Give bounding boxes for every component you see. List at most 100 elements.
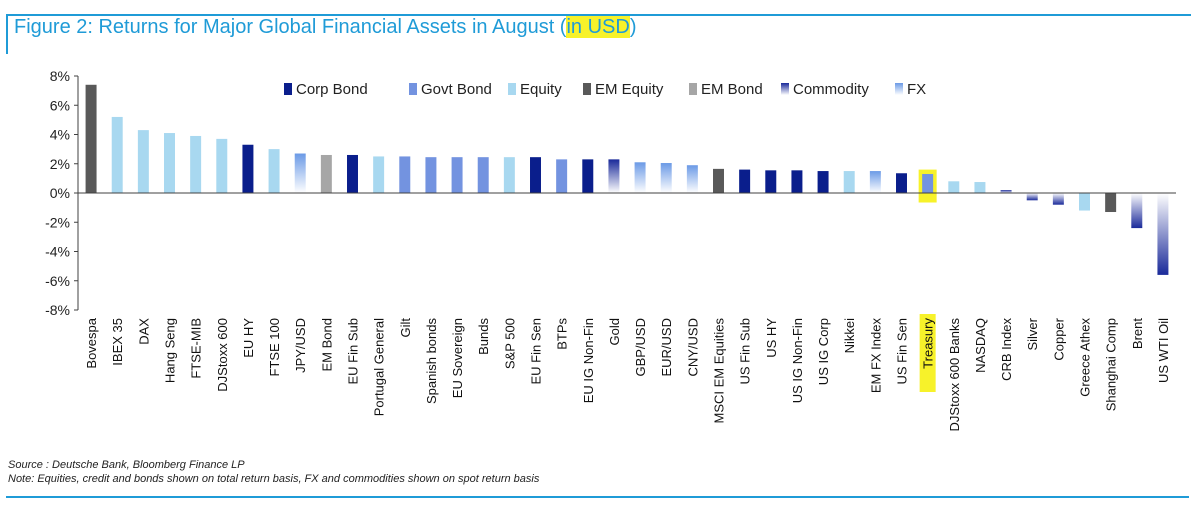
x-tick-label: EM Bond: [319, 318, 334, 371]
y-tick-label: 8%: [50, 68, 70, 84]
legend-swatch: [284, 83, 292, 95]
chart-area: 8% 6% 4% 2% 0% -2% -4% -6% -8% Bovespa IBEX 35 DAX H…: [6, 62, 1189, 461]
bar: [137, 130, 149, 193]
figure-frame: Figure 2: Returns for Major Global Finan…: [6, 6, 1191, 500]
bar: [608, 159, 620, 193]
legend-swatch: [508, 83, 516, 95]
x-tick-label: US IG Non-Fin: [790, 318, 805, 403]
y-tick-label: 2%: [50, 156, 70, 172]
bar: [1131, 193, 1143, 229]
bar: [373, 156, 385, 193]
x-tick-label: DAX: [136, 318, 151, 345]
bar: [582, 159, 594, 193]
bar: [268, 149, 280, 193]
bar: [713, 168, 724, 193]
legend-swatch: [781, 83, 789, 95]
bar: [556, 159, 568, 193]
y-tick-label: -8%: [45, 302, 70, 318]
x-tick-label: Brent: [1130, 318, 1145, 349]
title-bar: [6, 14, 1191, 54]
x-tick-label: EU Fin Sen: [529, 318, 544, 384]
x-tick-label: S&P 500: [502, 318, 517, 369]
x-tick-label: EU IG Non-Fin: [581, 318, 596, 403]
bar: [1026, 193, 1038, 201]
legend-label: EM Equity: [595, 81, 664, 98]
y-tick-label: -2%: [45, 214, 70, 230]
legend-swatch: [895, 83, 903, 95]
bar: [294, 153, 306, 193]
bar: [843, 171, 855, 193]
bar: [896, 173, 907, 193]
bar: [660, 163, 672, 193]
x-tick-label: CRB Index: [999, 318, 1014, 381]
bar: [634, 162, 646, 193]
x-tick-label: JPY/USD: [293, 318, 308, 373]
legend-label: Commodity: [793, 81, 869, 98]
bar: [503, 157, 515, 193]
bar-chart: 8% 6% 4% 2% 0% -2% -4% -6% -8% Bovespa IBEX 35 DAX H…: [45, 68, 1176, 432]
bar: [399, 156, 411, 193]
x-tick-label: EM FX Index: [868, 318, 883, 394]
bottom-rule: [6, 496, 1189, 498]
bar: [190, 135, 202, 193]
figure-title: Figure 2: Returns for Major Global Finan…: [14, 16, 637, 39]
x-tick-label: EU HY: [241, 318, 256, 358]
x-tick-label: Silver: [1025, 317, 1040, 350]
bar: [216, 138, 228, 193]
x-tick-label: US WTI Oil: [1156, 318, 1171, 383]
y-tick-label: 6%: [50, 97, 70, 113]
bar: [347, 154, 358, 193]
title-text-end: ): [629, 16, 637, 38]
x-tick-label: Bunds: [476, 318, 491, 355]
x-tick-label: US Fin Sen: [895, 318, 910, 384]
bar: [320, 154, 332, 193]
y-tick-label: -4%: [45, 244, 70, 260]
x-tick-label: EUR/USD: [659, 318, 674, 377]
y-tick-label: 0%: [50, 185, 70, 201]
legend-label: Govt Bond: [421, 81, 492, 98]
x-tick-label: BTPs: [555, 318, 570, 350]
x-tick-label: US IG Corp: [816, 318, 831, 385]
x-tick-label: US Fin Sub: [738, 318, 753, 384]
bar: [817, 171, 829, 193]
x-tick-label: Hang Seng: [163, 318, 178, 383]
bar: [739, 169, 751, 193]
x-tick-label: IBEX 35: [110, 318, 125, 366]
x-tick-label: Copper: [1051, 317, 1066, 360]
bar: [1079, 193, 1090, 211]
bar: [686, 165, 698, 193]
highlight-marker: [919, 314, 936, 392]
bar: [425, 157, 437, 193]
bar: [974, 182, 986, 193]
bar: [791, 170, 803, 193]
x-tick-label: Portugal General: [372, 318, 387, 416]
legend-label: EM Bond: [701, 81, 763, 98]
x-tick-label: DJStoxx 600: [215, 318, 230, 392]
footnotes: Source : Deutsche Bank, Bloomberg Financ…: [8, 458, 539, 486]
bar: [1000, 190, 1012, 193]
x-tick-label: DJStoxx 600 Banks: [947, 318, 962, 432]
x-tick-label: Spanish bonds: [424, 318, 439, 405]
source-note: Source : Deutsche Bank, Bloomberg Financ…: [8, 459, 245, 471]
bar: [948, 181, 960, 193]
x-tick-label: CNY/USD: [685, 318, 700, 377]
bar: [1105, 193, 1117, 213]
bar: [530, 157, 541, 193]
bar: [1052, 193, 1064, 205]
bar: [85, 84, 97, 193]
methodology-note: Note: Equities, credit and bonds shown o…: [8, 473, 540, 485]
x-tick-label: Gilt: [398, 318, 413, 338]
legend-label: Corp Bond: [296, 81, 368, 98]
x-tick-label: EU Fin Sub: [346, 318, 361, 384]
x-tick-label: US HY: [764, 318, 779, 358]
legend-swatch: [583, 83, 591, 95]
legend-swatch: [409, 83, 417, 95]
y-tick-label: 4%: [50, 127, 70, 143]
bar: [922, 173, 934, 193]
x-tick-label: NASDAQ: [973, 318, 988, 373]
title-text: Figure 2: Returns for Major Global Finan…: [14, 16, 567, 38]
x-tick-label: Bovespa: [84, 317, 99, 368]
y-tick-label: -6%: [45, 273, 70, 289]
x-tick-label: EU Sovereign: [450, 318, 465, 398]
x-tick-label: FTSE 100: [267, 318, 282, 377]
